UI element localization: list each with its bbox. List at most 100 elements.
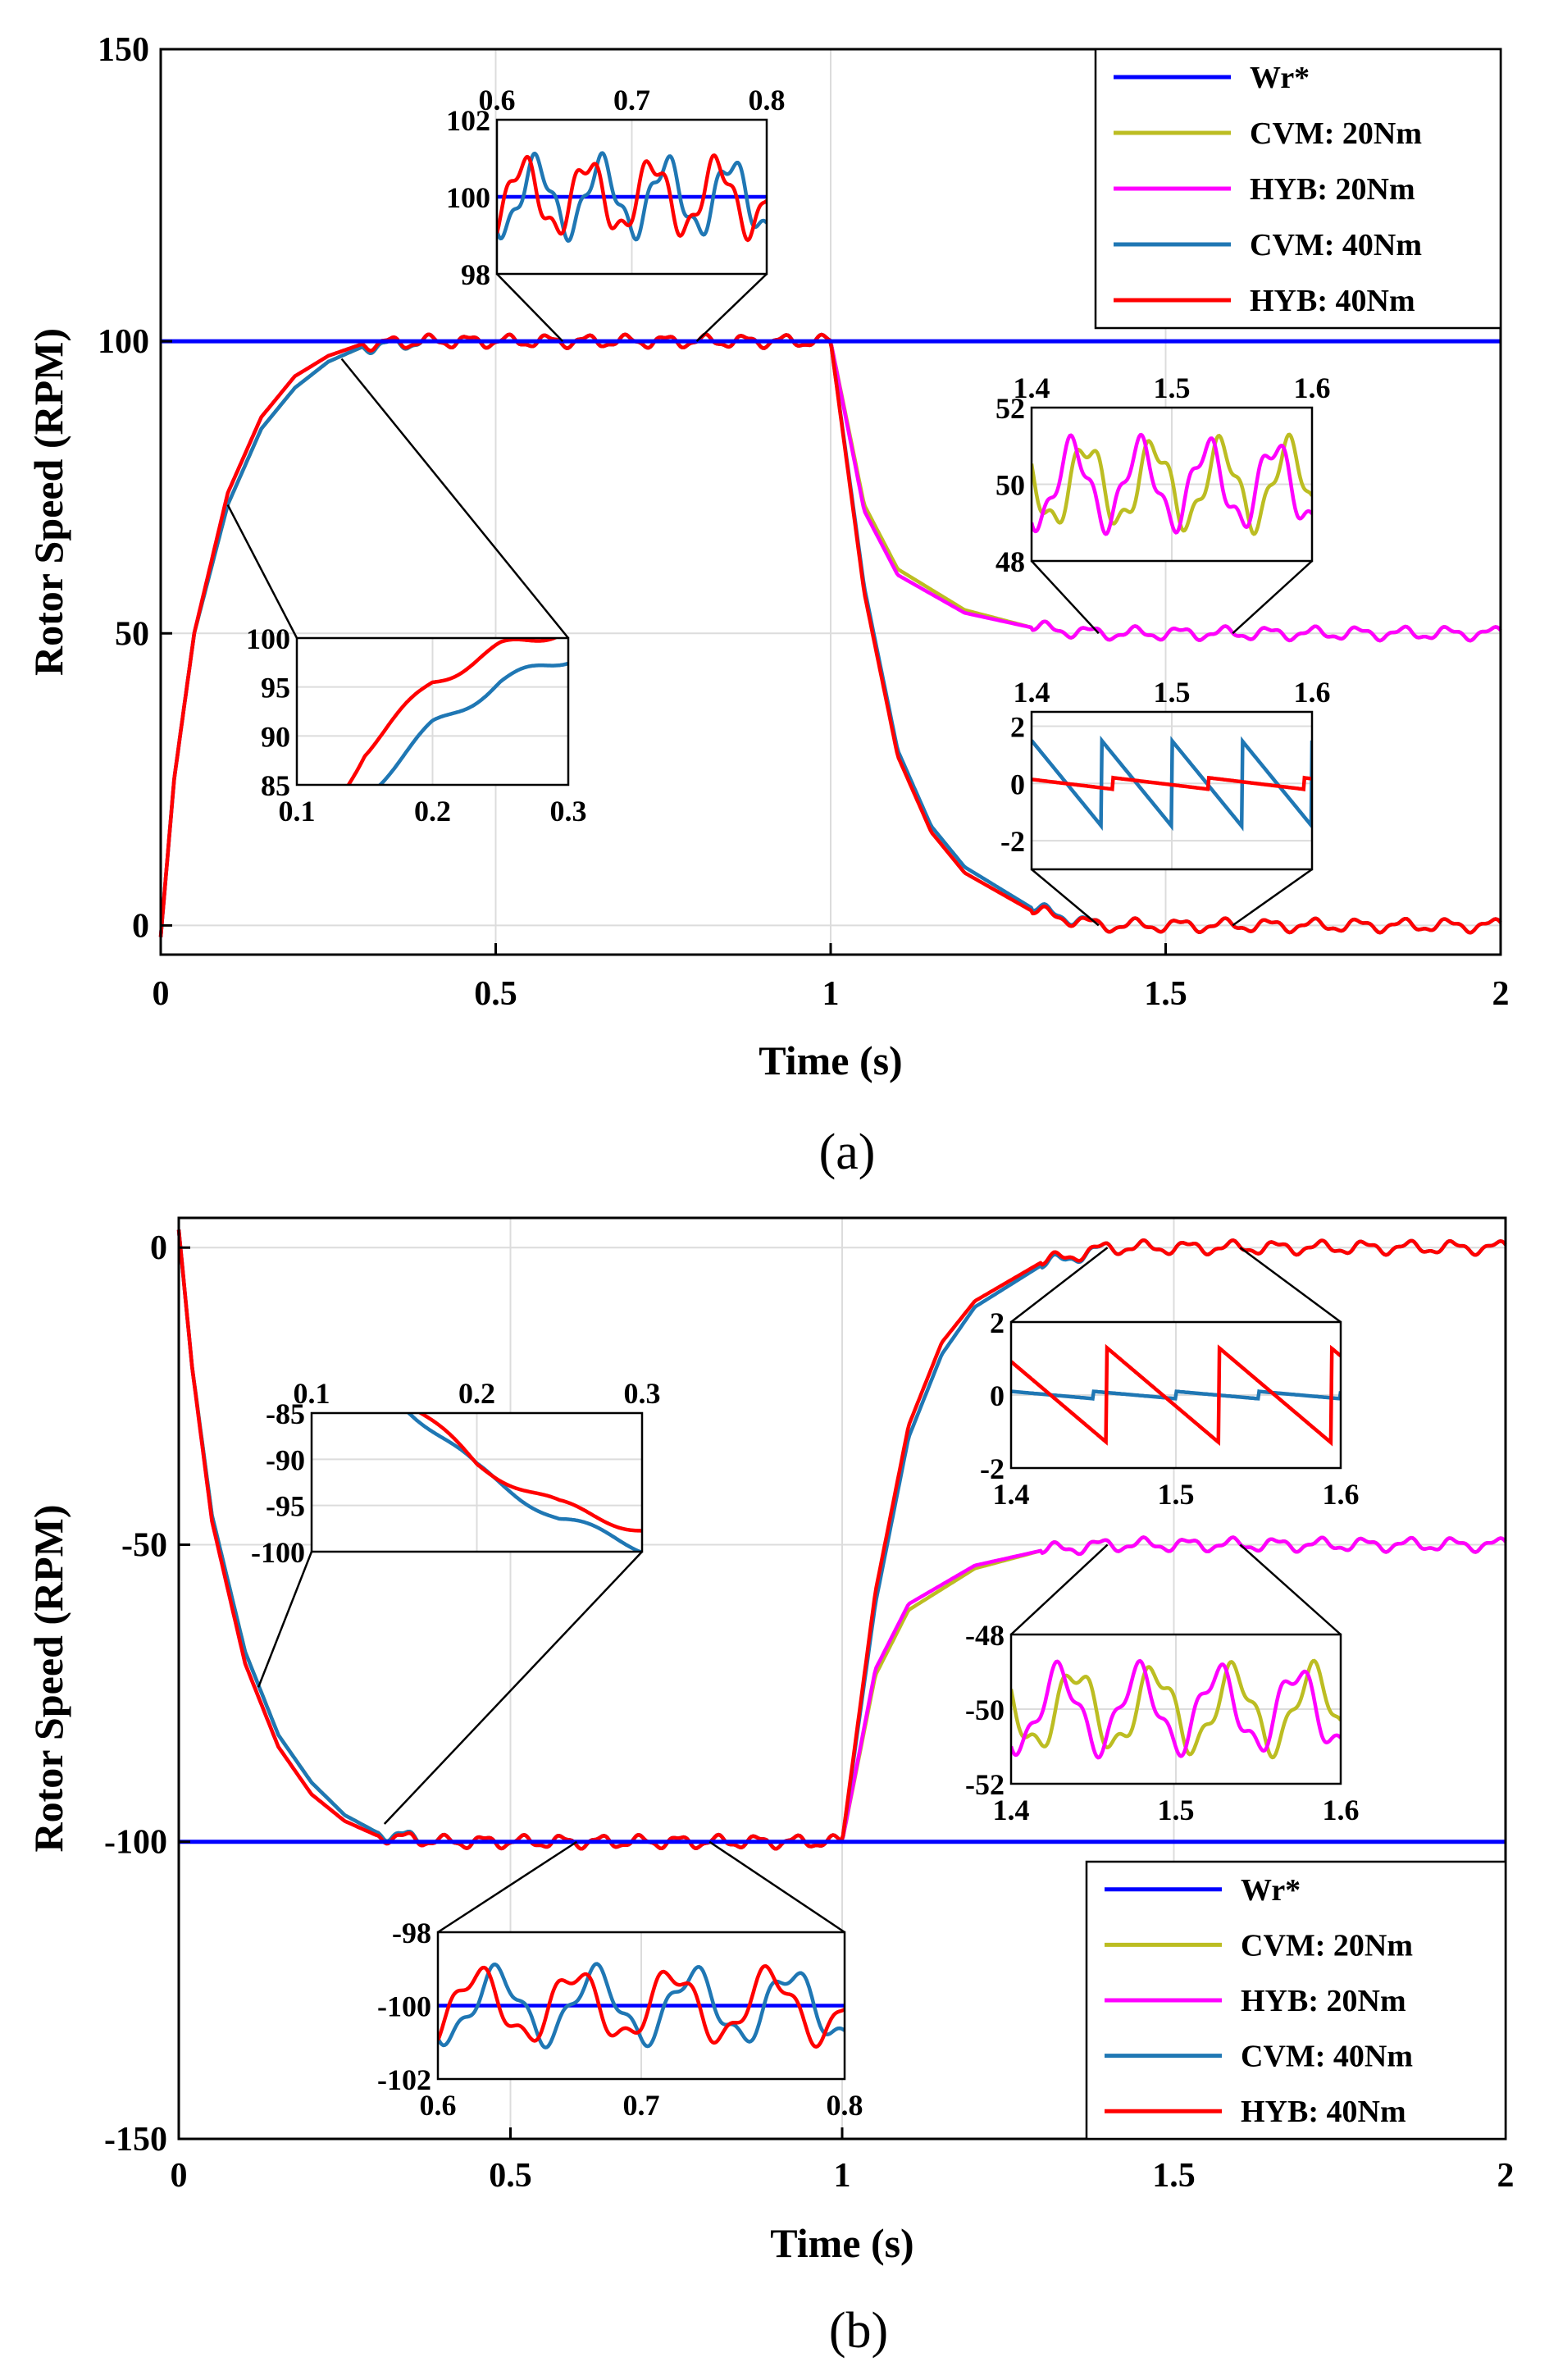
- inset-traces: [497, 151, 767, 244]
- y-axis-label: Rotor Speed (RPM): [25, 1505, 71, 1853]
- inset-frame: [295, 636, 570, 786]
- inset-y-tick: 50: [995, 469, 1025, 502]
- inset-x-tick: 1.5: [1154, 372, 1191, 404]
- x-tick-label: 0: [153, 975, 170, 1013]
- inset-frame: [436, 1931, 846, 2081]
- inset-y-tick: 98: [461, 258, 490, 291]
- inset-y-tick: -2: [980, 1452, 1005, 1485]
- inset-frame: [1009, 1320, 1342, 1470]
- inset: 1.4 1.5 1.6 -48 -50 -52: [965, 1543, 1360, 1826]
- inset-x-tick: 1.6: [1294, 676, 1331, 709]
- inset-x-tick: 0.1: [279, 795, 316, 828]
- inset-series-line: [1032, 432, 1312, 536]
- inset-series-line: [1011, 1389, 1341, 1401]
- zoom-connector: [695, 273, 768, 343]
- series-group: [176, 1229, 1507, 1851]
- inset-y-tick: 52: [995, 392, 1025, 425]
- zoom-connector: [226, 504, 298, 639]
- legend-entry: CVM: 20Nm: [1250, 116, 1422, 151]
- inset-y-tick: 0: [990, 1379, 1005, 1412]
- inset-y-tick: 90: [261, 720, 290, 753]
- x-tick-label: 1.5: [1144, 975, 1187, 1013]
- zoom-connector: [1239, 1247, 1342, 1324]
- inset-series-line: [1011, 1343, 1341, 1447]
- inset-x-tick: 0.2: [458, 1377, 495, 1410]
- inset-y-tick: -100: [251, 1536, 305, 1569]
- inset-x-tick: 0.3: [624, 1377, 661, 1410]
- zoom-connector: [1232, 560, 1313, 635]
- inset-frame: [1030, 406, 1314, 563]
- inset-y-tick: -2: [1000, 825, 1025, 858]
- inset-x-tick: 0.8: [749, 84, 786, 116]
- inset-traces: [1032, 432, 1312, 536]
- inset-y-tick: -50: [965, 1694, 1005, 1726]
- inset-series-line: [1011, 1658, 1341, 1760]
- inset-y-tick: 102: [446, 104, 490, 137]
- inset: 1.4 1.5 1.6 -2 0 2: [1000, 676, 1331, 927]
- inset-x-tick: 0.6: [420, 2089, 457, 2122]
- x-tick-label: 0: [171, 2157, 188, 2195]
- inset-x-tick: 1.6: [1323, 1478, 1360, 1511]
- inset-series-line: [1032, 775, 1312, 791]
- inset-x-tick: 0.2: [414, 795, 451, 828]
- inset-series-line: [346, 638, 559, 785]
- series-group: [158, 332, 1502, 937]
- inset-x-tick: 1.5: [1158, 1478, 1195, 1511]
- inset-x-tick: 1.5: [1158, 1794, 1195, 1826]
- x-tick-label: 2: [1492, 975, 1510, 1013]
- inset-frame: [1030, 710, 1314, 871]
- inset-y-tick: -52: [965, 1768, 1005, 1801]
- legend-entry: HYB: 40Nm: [1241, 2095, 1406, 2129]
- x-tick-label: 0.5: [489, 2157, 532, 2195]
- inset-y-tick: 100: [246, 622, 290, 655]
- inset: 1.4 1.5 1.6 -2 0 2: [980, 1247, 1360, 1511]
- inset: 0.1 0.2 0.3 85 90 95 100: [226, 358, 587, 828]
- inset-series-line: [377, 661, 568, 785]
- inset-x-tick: 0.8: [827, 2089, 863, 2122]
- inset: 0.6 0.7 0.8 98 100 102: [446, 84, 786, 343]
- inset-x-tick: 1.4: [1014, 372, 1050, 404]
- zoom-connector: [1031, 869, 1100, 927]
- legend-entry: Wr*: [1250, 61, 1310, 95]
- inset-y-tick: -102: [377, 2063, 431, 2096]
- legend-entry: HYB: 40Nm: [1250, 284, 1415, 318]
- panel-b: 0 0.5 1 1.5 2 -150 -100 -50 0 Time (s) Rotor Speed…: [25, 1216, 1515, 2359]
- zoom-connector: [708, 1840, 845, 1934]
- series-line-hyb-40nm: [176, 1229, 1507, 1851]
- legend: Wr* CVM: 20Nm HYB: 20Nm CVM: 40Nm HYB: 40Nm: [1085, 1860, 1507, 2141]
- zoom-connector: [437, 1840, 578, 1934]
- inset-y-tick: -98: [392, 1917, 431, 1949]
- inset-series-line: [438, 1964, 845, 2049]
- zoom-connector: [340, 358, 569, 639]
- x-tick-label: 2: [1497, 2157, 1515, 2195]
- y-tick-label: -100: [104, 1824, 167, 1862]
- inset-y-tick: 2: [1010, 710, 1025, 743]
- inset-series-line: [417, 1413, 642, 1533]
- inset-frame: [1009, 1633, 1342, 1785]
- inset-x-tick: 0.6: [479, 84, 516, 116]
- zoom-connector: [1232, 868, 1313, 927]
- inset-x-tick: 1.6: [1323, 1794, 1360, 1826]
- inset-x-tick: 1.4: [993, 1478, 1030, 1511]
- inset-x-tick: 0.3: [550, 795, 587, 828]
- legend-entry: Wr*: [1241, 1873, 1301, 1908]
- y-tick-label: 50: [115, 615, 149, 653]
- zoom-connector: [1031, 560, 1100, 635]
- x-tick-label: 0.5: [474, 975, 517, 1013]
- y-tick-label: 100: [98, 323, 149, 361]
- inset-y-tick: -48: [965, 1619, 1005, 1652]
- zoom-connector: [1010, 1543, 1109, 1635]
- inset-series-line: [1032, 432, 1312, 536]
- legend-entry: CVM: 40Nm: [1250, 228, 1422, 262]
- x-tick-label: 1: [822, 975, 840, 1013]
- zoom-connector: [496, 273, 564, 343]
- inset-x-tick: 0.7: [613, 84, 650, 116]
- inset-traces: [1032, 735, 1312, 832]
- inset-traces: [438, 1962, 845, 2049]
- zoom-connector: [257, 1551, 313, 1688]
- inset-x-tick: 1.6: [1294, 372, 1331, 404]
- y-tick-label: 150: [98, 31, 149, 69]
- zoom-connector: [1239, 1543, 1342, 1635]
- panel-a: 0 0.5 1 1.5 2 0 50 100 150 Time (s) Rotor Speed (R…: [25, 31, 1510, 1180]
